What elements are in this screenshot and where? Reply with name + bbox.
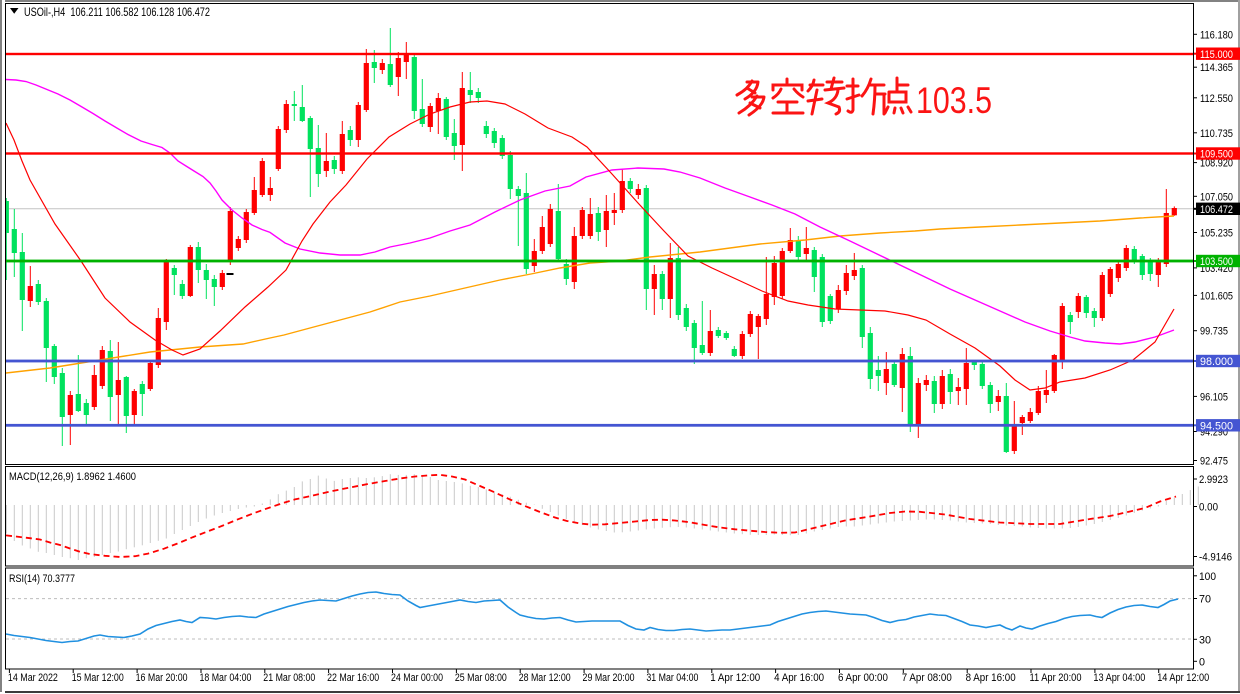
svg-text:6 Apr 00:00: 6 Apr 00:00 xyxy=(838,672,888,684)
svg-text:0: 0 xyxy=(1199,656,1205,668)
svg-text:4 Apr 16:00: 4 Apr 16:00 xyxy=(774,672,824,684)
svg-text:28 Mar 12:00: 28 Mar 12:00 xyxy=(519,672,571,684)
svg-text:107.050: 107.050 xyxy=(1200,191,1233,203)
svg-text:30: 30 xyxy=(1199,634,1211,646)
svg-text:108.920: 108.920 xyxy=(1200,158,1233,170)
svg-text:105.235: 105.235 xyxy=(1200,228,1233,240)
svg-text:110.735: 110.735 xyxy=(1200,128,1233,140)
svg-text:RSI(14) 70.3777: RSI(14) 70.3777 xyxy=(9,573,75,585)
svg-text:24 Mar 00:00: 24 Mar 00:00 xyxy=(391,672,443,684)
svg-text:25 Mar 08:00: 25 Mar 08:00 xyxy=(455,672,507,684)
svg-text:109.500: 109.500 xyxy=(1200,149,1233,161)
svg-text:7 Apr 08:00: 7 Apr 08:00 xyxy=(902,672,952,684)
svg-text:16 Mar 20:00: 16 Mar 20:00 xyxy=(136,672,188,684)
svg-text:115.000: 115.000 xyxy=(1200,49,1233,61)
svg-text:-4.9146: -4.9146 xyxy=(1199,552,1232,564)
svg-text:94.500: 94.500 xyxy=(1200,421,1233,433)
svg-text:31 Mar 04:00: 31 Mar 04:00 xyxy=(646,672,698,684)
svg-text:96.105: 96.105 xyxy=(1200,391,1228,403)
svg-text:99.735: 99.735 xyxy=(1200,326,1228,338)
svg-text:USOil-,H4 106.211 106.582 106: USOil-,H4 106.211 106.582 106.128 106.47… xyxy=(24,5,210,19)
svg-text:22 Mar 16:00: 22 Mar 16:00 xyxy=(327,672,379,684)
svg-text:21 Mar 08:00: 21 Mar 08:00 xyxy=(263,672,315,684)
svg-text:14 Mar 2022: 14 Mar 2022 xyxy=(8,672,58,684)
svg-text:1 Apr 12:00: 1 Apr 12:00 xyxy=(710,672,760,684)
svg-text:29 Mar 20:00: 29 Mar 20:00 xyxy=(583,672,635,684)
svg-text:103.5: 103.5 xyxy=(916,80,992,121)
svg-text:100: 100 xyxy=(1199,571,1216,583)
svg-text:92.475: 92.475 xyxy=(1200,456,1228,468)
svg-text:18 Mar 04:00: 18 Mar 04:00 xyxy=(199,672,251,684)
svg-text:MACD(12,26,9) 1.8962 1.4600: MACD(12,26,9) 1.8962 1.4600 xyxy=(9,471,136,483)
svg-text:112.550: 112.550 xyxy=(1200,93,1233,105)
svg-text:15 Mar 12:00: 15 Mar 12:00 xyxy=(72,672,124,684)
svg-text:0.00: 0.00 xyxy=(1199,502,1218,514)
svg-text:13 Apr 04:00: 13 Apr 04:00 xyxy=(1093,672,1145,684)
svg-text:14 Apr 12:00: 14 Apr 12:00 xyxy=(1157,672,1209,684)
svg-text:98.000: 98.000 xyxy=(1200,356,1233,368)
svg-text:101.605: 101.605 xyxy=(1200,290,1233,302)
svg-text:70: 70 xyxy=(1199,594,1211,606)
svg-text:106.472: 106.472 xyxy=(1200,204,1233,216)
svg-text:114.365: 114.365 xyxy=(1200,62,1233,74)
svg-text:103.500: 103.500 xyxy=(1200,256,1233,268)
svg-text:2.9923: 2.9923 xyxy=(1199,474,1228,486)
svg-text:11 Apr 20:00: 11 Apr 20:00 xyxy=(1030,672,1082,684)
svg-text:116.180: 116.180 xyxy=(1200,29,1233,41)
svg-text:8 Apr 16:00: 8 Apr 16:00 xyxy=(966,672,1016,684)
